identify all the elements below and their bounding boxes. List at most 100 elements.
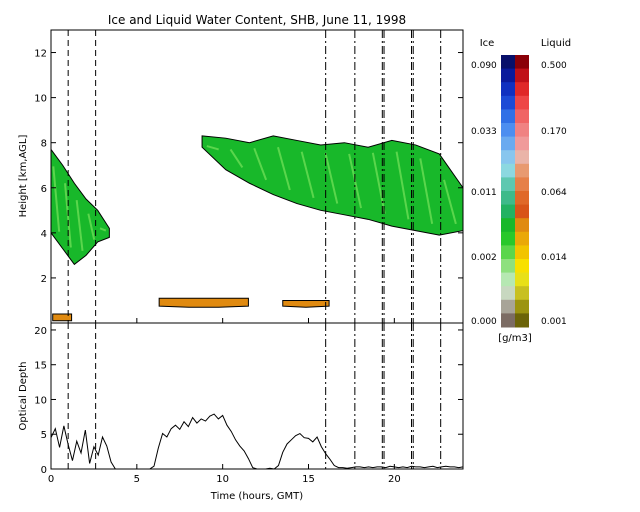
colorbar-liquid-swatch xyxy=(515,95,529,110)
colorbar-liquid-tick: 0.001 xyxy=(541,317,567,327)
y-tick-label: 15 xyxy=(34,361,47,372)
y-tick-label: 12 xyxy=(34,49,47,60)
colorbar-ice-swatch xyxy=(501,109,515,124)
colorbar-liquid-swatch xyxy=(515,163,529,178)
colorbar-liquid-swatch xyxy=(515,82,529,97)
colorbar-ice-swatch xyxy=(501,55,515,70)
bottom-y-axis-label: Optical Depth xyxy=(18,362,29,431)
ice-texture-streak xyxy=(300,151,315,199)
ice-texture-streak xyxy=(371,152,386,214)
colorbar-ice-swatch xyxy=(501,204,515,219)
colorbar-ice-swatch xyxy=(501,163,515,178)
y-tick-label: 20 xyxy=(34,326,47,337)
colorbar-ice-swatch xyxy=(501,245,515,260)
colorbar-liquid-swatch xyxy=(515,313,529,328)
colorbar-ice-swatch xyxy=(501,231,515,246)
colorbar-ice-swatch xyxy=(501,68,515,83)
bottom-x-ticks: 0 5 10 15 20 xyxy=(48,464,401,485)
y-tick-label: 10 xyxy=(34,94,47,105)
colorbar-ice-swatch xyxy=(501,95,515,110)
cloud-region-liquid-4 xyxy=(52,313,73,322)
y-tick-label: 8 xyxy=(41,139,47,150)
colorbar-ice-swatch xyxy=(501,123,515,138)
y-tick-label: 5 xyxy=(41,430,47,441)
colorbar-liquid-swatches xyxy=(515,55,529,328)
colorbar-liquid-swatch xyxy=(515,55,529,70)
colorbar-ice-tick: 0.011 xyxy=(471,188,497,198)
cloud-region-ice-0 xyxy=(50,147,110,266)
colorbar-liquid-swatch xyxy=(515,259,529,274)
water-content-regions xyxy=(50,135,464,322)
colorbar-ice-swatch xyxy=(501,150,515,165)
colorbar-ice-swatch xyxy=(501,272,515,287)
cloud-region-liquid-3 xyxy=(282,299,330,308)
colorbar-liquid-label: Liquid xyxy=(541,38,571,49)
top-y-ticks: 2 4 6 8 10 12 xyxy=(34,49,463,285)
colorbar-liquid-swatch xyxy=(515,68,529,83)
chart-title: Ice and Liquid Water Content, SHB, June … xyxy=(108,13,406,27)
colorbar-ice-tick: 0.002 xyxy=(471,253,497,263)
colorbar-ice-label: Ice xyxy=(480,38,495,49)
ice-texture-streak xyxy=(324,152,339,204)
colorbar-liquid-tick: 0.064 xyxy=(541,188,567,198)
bottom-y-ticks: 0 5 10 15 20 xyxy=(34,326,463,476)
x-tick-label: 5 xyxy=(134,474,140,485)
colorbar-ice-swatch xyxy=(501,259,515,274)
colorbar-liquid-swatch xyxy=(515,245,529,260)
ice-texture-streak xyxy=(277,146,291,191)
top-x-ticks xyxy=(50,318,395,323)
colorbar-ice-swatch xyxy=(501,82,515,97)
optical-depth-line xyxy=(50,413,464,470)
colorbar: Ice Liquid 0.090 0.033 0.011 0.002 0.000 0.50… xyxy=(471,38,571,344)
x-axis-label: Time (hours, GMT) xyxy=(210,491,304,502)
ice-texture-streak xyxy=(419,158,434,225)
ice-texture-streak xyxy=(206,145,219,151)
colorbar-ice-swatch xyxy=(501,218,515,233)
x-tick-label: 20 xyxy=(388,474,401,485)
colorbar-liquid-swatch xyxy=(515,109,529,124)
bottom-panel: 0 5 10 15 20 0 5 10 15 20 Optical Depth Time (ho… xyxy=(18,322,464,502)
x-tick-label: 0 xyxy=(48,474,54,485)
y-tick-label: 2 xyxy=(41,274,47,285)
colorbar-tick-labels: 0.090 0.033 0.011 0.002 0.000 0.500 0.170 0.064… xyxy=(471,61,567,327)
colorbar-ice-tick: 0.090 xyxy=(471,61,497,71)
colorbar-units: [g/m3] xyxy=(498,333,532,344)
colorbar-liquid-tick: 0.500 xyxy=(541,61,567,71)
colorbar-liquid-swatch xyxy=(515,299,529,314)
ice-texture-streak xyxy=(443,179,457,225)
ice-texture-streak xyxy=(253,147,268,181)
colorbar-ice-swatch xyxy=(501,313,515,328)
ice-texture-streak xyxy=(99,227,107,232)
colorbar-ice-swatch xyxy=(501,191,515,206)
ice-texture-streak xyxy=(75,200,84,251)
y-tick-label: 10 xyxy=(34,395,47,406)
colorbar-liquid-swatch xyxy=(515,286,529,301)
colorbar-ice-swatch xyxy=(501,177,515,192)
bottom-panel-vertical-lines xyxy=(67,323,442,469)
colorbar-liquid-swatch xyxy=(515,231,529,246)
bottom-panel-frame xyxy=(50,322,464,470)
colorbar-liquid-swatch xyxy=(515,136,529,151)
ice-texture-streak xyxy=(395,151,410,220)
x-tick-label: 10 xyxy=(216,474,229,485)
colorbar-ice-tick: 0.000 xyxy=(471,317,497,327)
top-panel: 2 4 6 8 10 12 Height [km,AGL] xyxy=(18,29,464,324)
colorbar-liquid-tick: 0.014 xyxy=(541,253,567,263)
y-tick-label: 6 xyxy=(41,184,47,195)
colorbar-liquid-swatch xyxy=(515,123,529,138)
colorbar-liquid-swatch xyxy=(515,177,529,192)
colorbar-liquid-swatch xyxy=(515,204,529,219)
y-tick-label: 4 xyxy=(41,229,47,240)
colorbar-liquid-tick: 0.170 xyxy=(541,127,567,137)
ice-texture-streak xyxy=(87,213,96,240)
colorbar-liquid-swatch xyxy=(515,272,529,287)
colorbar-ice-tick: 0.033 xyxy=(471,127,497,137)
colorbar-liquid-swatch xyxy=(515,150,529,165)
y-tick-label: 0 xyxy=(41,465,47,476)
x-tick-label: 15 xyxy=(302,474,315,485)
top-panel-vertical-lines xyxy=(67,30,442,323)
colorbar-liquid-swatch xyxy=(515,191,529,206)
ice-texture-streak xyxy=(229,148,244,169)
colorbar-ice-swatch xyxy=(501,136,515,151)
